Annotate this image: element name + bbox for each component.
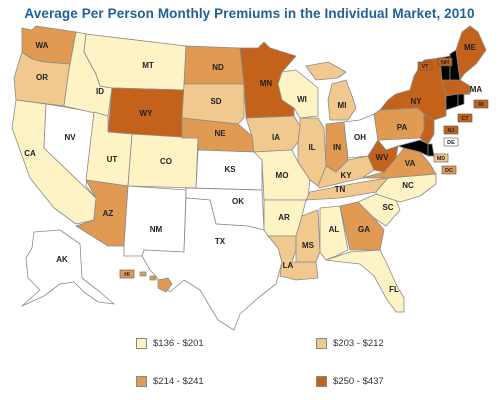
tag-de: DE <box>447 140 455 146</box>
legend-item-2: $203 - $212 <box>316 338 384 349</box>
tag-box-ri <box>473 99 489 109</box>
label-nm: NM <box>150 225 163 234</box>
legend-label-1: $136 - $201 <box>153 338 204 349</box>
state-mi[interactable] <box>305 61 357 121</box>
tag-ct: CT <box>461 116 469 122</box>
label-ar: AR <box>278 213 290 222</box>
legend-item-4: $250 - $437 <box>316 376 384 387</box>
tag-nj: NJ <box>447 128 454 134</box>
label-ms: MS <box>302 241 315 250</box>
state-ia[interactable] <box>245 115 301 153</box>
label-ny: NY <box>410 97 422 106</box>
label-al: AL <box>329 225 340 234</box>
tag-dc: DC <box>445 168 453 174</box>
state-nj[interactable] <box>419 113 435 145</box>
tag-nh: NH <box>441 60 449 66</box>
state-wi[interactable] <box>277 69 319 119</box>
label-ga: GA <box>358 225 370 234</box>
legend-label-3: $214 - $241 <box>153 376 204 387</box>
label-ne: NE <box>214 129 226 138</box>
state-tx[interactable] <box>141 197 283 331</box>
label-ok: OK <box>232 197 244 206</box>
label-sc: SC <box>382 203 393 212</box>
legend-swatch-4 <box>316 376 327 387</box>
label-id: ID <box>96 87 104 96</box>
tag-md: MD <box>437 156 446 162</box>
state-nm[interactable] <box>123 185 187 257</box>
state-ct[interactable] <box>445 93 459 111</box>
label-or: OR <box>36 73 48 82</box>
state-ks[interactable] <box>195 149 263 191</box>
tag-box-md <box>433 153 449 163</box>
label-mo: MO <box>276 171 289 180</box>
label-ia: IA <box>272 133 280 142</box>
label-co: CO <box>160 157 172 166</box>
state-ms[interactable] <box>295 209 321 263</box>
legend-label-2: $203 - $212 <box>333 338 384 349</box>
legend-swatch-1 <box>136 338 147 349</box>
label-wi: WI <box>297 95 307 104</box>
label-oh: OH <box>354 133 366 142</box>
label-wy: WY <box>140 109 154 118</box>
state-de[interactable] <box>427 143 435 157</box>
tag-box-nh <box>437 57 453 67</box>
label-pa: PA <box>397 123 408 132</box>
state-ma[interactable] <box>441 79 471 97</box>
label-mi: MI <box>338 101 347 110</box>
label-la: LA <box>283 261 294 270</box>
tag-ri: RI <box>478 102 484 108</box>
tag-box-de <box>443 137 459 147</box>
map-title: Average Per Person Monthly Premiums in t… <box>24 6 475 21</box>
label-ak: AK <box>56 255 68 264</box>
state-labels: WA OR CA NV ID MT WY UT CO AZ NM ND SD N… <box>24 41 482 294</box>
state-mt[interactable] <box>83 33 187 91</box>
label-va: VA <box>405 159 416 168</box>
label-az: AZ <box>103 209 114 218</box>
label-ks: KS <box>224 165 236 174</box>
state-fl[interactable] <box>325 249 405 313</box>
legend-swatch-2 <box>316 338 327 349</box>
label-ky: KY <box>340 171 352 180</box>
state-wv[interactable] <box>367 139 399 173</box>
label-ut: UT <box>107 155 118 164</box>
label-nd: ND <box>212 63 224 72</box>
label-wa: WA <box>36 41 49 50</box>
legend-item-3: $214 - $241 <box>136 376 204 387</box>
tag-box-dc <box>441 165 457 175</box>
label-in: IN <box>333 143 341 152</box>
small-state-tags: VT NH RI CT NJ DE MD DC HI <box>119 57 489 279</box>
label-ca: CA <box>24 149 36 158</box>
label-mn: MN <box>260 79 273 88</box>
label-nc: NC <box>402 181 414 190</box>
state-sd[interactable] <box>181 83 245 125</box>
legend-label-4: $250 - $437 <box>333 376 384 387</box>
label-ma: MA <box>470 85 483 94</box>
label-mt: MT <box>142 61 154 70</box>
label-tx: TX <box>215 237 226 246</box>
state-ak[interactable] <box>21 229 115 307</box>
tag-box-ct <box>457 113 473 123</box>
tag-vt: VT <box>421 64 429 70</box>
tag-hi: HI <box>124 272 130 278</box>
legend-swatch-3 <box>136 376 147 387</box>
legend-item-1: $136 - $201 <box>136 338 204 349</box>
label-wv: WV <box>376 153 390 162</box>
label-tn: TN <box>335 185 346 194</box>
label-nv: NV <box>64 133 76 142</box>
state-hi[interactable] <box>139 271 173 293</box>
tag-box-nj <box>443 125 459 135</box>
label-il: IL <box>308 143 315 152</box>
label-fl: FL <box>389 285 399 294</box>
tag-box-hi <box>119 269 135 279</box>
tag-box-vt <box>417 61 433 71</box>
label-sd: SD <box>210 97 221 106</box>
state-me[interactable] <box>455 25 487 81</box>
state-il[interactable] <box>297 117 327 187</box>
label-me: ME <box>464 43 477 52</box>
state-ri[interactable] <box>457 93 465 107</box>
